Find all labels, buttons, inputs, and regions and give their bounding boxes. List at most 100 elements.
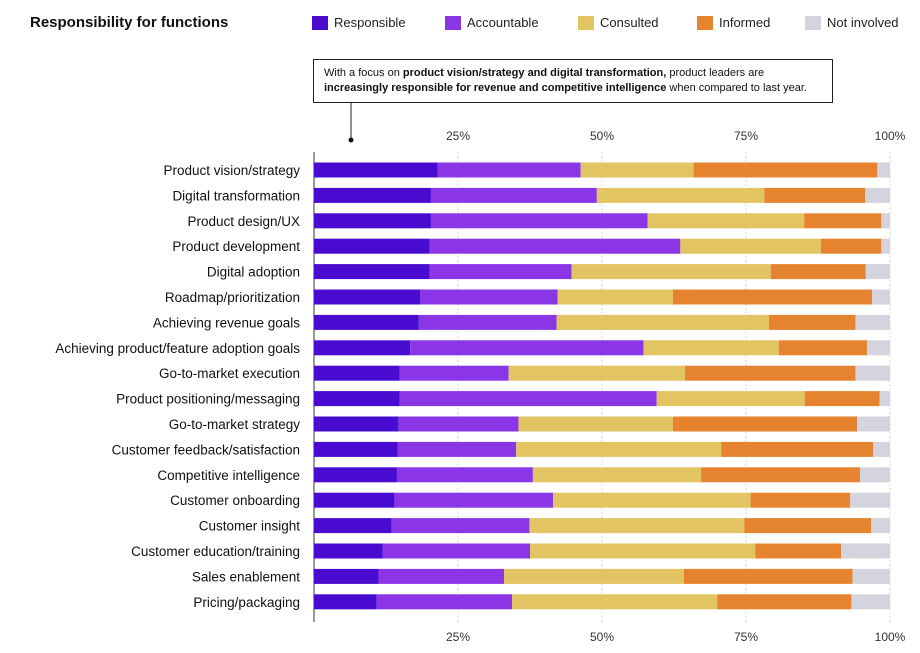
bar-segment-informed [684,365,856,381]
bar-segment-accountable [418,314,557,330]
bar-segment-informed [683,568,853,584]
category-label: Go-to-market execution [159,366,300,381]
legend-label: Informed [719,15,771,30]
bar-segment-consulted [656,391,805,407]
category-label: Achieving revenue goals [153,315,300,330]
legend-label: Accountable [467,15,539,30]
bar-segment-consulted [516,441,722,457]
bar-segment-informed [820,238,882,254]
bar-segment-accountable [391,518,530,534]
legend-item-not-involved: Not involved [805,15,899,30]
bar-segment-accountable [429,264,572,280]
legend-item-informed: Informed [697,15,770,30]
bar-segment-consulted [580,162,694,178]
bar-segment-not-involved [860,467,890,483]
bar-segment-consulted [518,416,673,432]
bar-segment-responsible [314,391,400,407]
legend-swatch [312,15,328,30]
bar-segment-consulted [512,594,718,610]
annotation-text-part: product vision/strategy and digital tran… [402,67,667,79]
legend-swatch [697,15,713,30]
bar-segment-responsible [314,416,399,432]
bar-segment-accountable [429,238,681,254]
bar-segment-responsible [314,162,438,178]
bar-segment-consulted [596,187,765,203]
bar-segment-consulted [556,314,770,330]
bar-segment-consulted [571,264,771,280]
annotation-text-part: With a focus on [324,67,403,79]
bar-segment-informed [721,441,874,457]
x-tick-label: 25% [446,630,470,644]
legend-swatch [805,15,821,30]
annotation-text-part: product leaders are [666,67,765,79]
bar-segment-responsible [314,213,431,229]
category-label: Achieving product/feature adoption goals [55,341,300,356]
x-tick-label: 25% [446,129,470,143]
bar-segment-not-involved [852,568,890,584]
x-tick-label: 50% [590,630,614,644]
bar-segment-consulted [647,213,805,229]
bar-segment-responsible [314,264,430,280]
legend-item-consulted: Consulted [578,15,659,30]
category-label: Customer education/training [131,544,300,559]
bar-segment-consulted [553,492,751,508]
category-label: Product positioning/messaging [116,392,300,407]
bar-segment-informed [750,492,851,508]
x-tick-label: 75% [734,129,758,143]
legend-label: Not involved [827,15,899,30]
category-label: Roadmap/prioritization [165,290,300,305]
bar-segment-accountable [399,365,509,381]
bar-segment-not-involved [881,213,890,229]
bar-segment-informed [672,416,858,432]
bar-segment-informed [778,340,867,356]
bar-segment-informed [693,162,878,178]
bar-segment-responsible [314,568,379,584]
bar-segment-not-involved [855,314,890,330]
legend-item-accountable: Accountable [445,15,539,30]
bar-segment-consulted [530,543,756,559]
bar-segment-accountable [430,187,597,203]
bar-segment-not-involved [881,238,890,254]
bar-segment-accountable [430,213,648,229]
bar-segment-accountable [398,416,519,432]
category-label: Product development [172,239,300,254]
bar-segment-not-involved [841,543,890,559]
x-tick-label: 75% [734,630,758,644]
bar-segment-responsible [314,238,430,254]
category-label: Customer feedback/satisfaction [112,442,300,457]
bar-segment-consulted [643,340,779,356]
annotation-text-part: increasingly responsible for revenue and… [324,82,667,94]
bar-segment-consulted [529,518,745,534]
bar-segment-not-involved [870,518,890,534]
bar-segment-not-involved [866,340,890,356]
bar-segment-not-involved [877,162,890,178]
bar-segment-accountable [396,467,533,483]
bar-segment-not-involved [850,492,890,508]
category-label: Product vision/strategy [163,163,300,178]
category-label: Customer insight [199,519,301,534]
bar-segment-not-involved [873,441,890,457]
bar-segment-informed [672,289,873,305]
category-label: Competitive intelligence [157,468,300,483]
bar-segment-accountable [419,289,558,305]
category-label: Customer onboarding [170,493,300,508]
bar-segment-accountable [399,391,657,407]
bar-segment-informed [804,391,880,407]
bar-segment-informed [701,467,861,483]
x-tick-label: 50% [590,129,614,143]
bar-segment-consulted [680,238,821,254]
bar-segment-informed [770,264,866,280]
bar-segment-responsible [314,314,419,330]
bar-segment-consulted [557,289,673,305]
bar-segment-not-involved [851,594,890,610]
bar-segment-not-involved [879,391,890,407]
bar-segment-responsible [314,289,420,305]
bar-segment-accountable [410,340,644,356]
bar-segment-responsible [314,441,398,457]
bar-segment-informed [717,594,852,610]
bar-segment-not-involved [855,365,890,381]
bar-segment-informed [764,187,866,203]
bar-segment-responsible [314,365,400,381]
bar-segment-informed [744,518,871,534]
bar-segment-consulted [508,365,685,381]
